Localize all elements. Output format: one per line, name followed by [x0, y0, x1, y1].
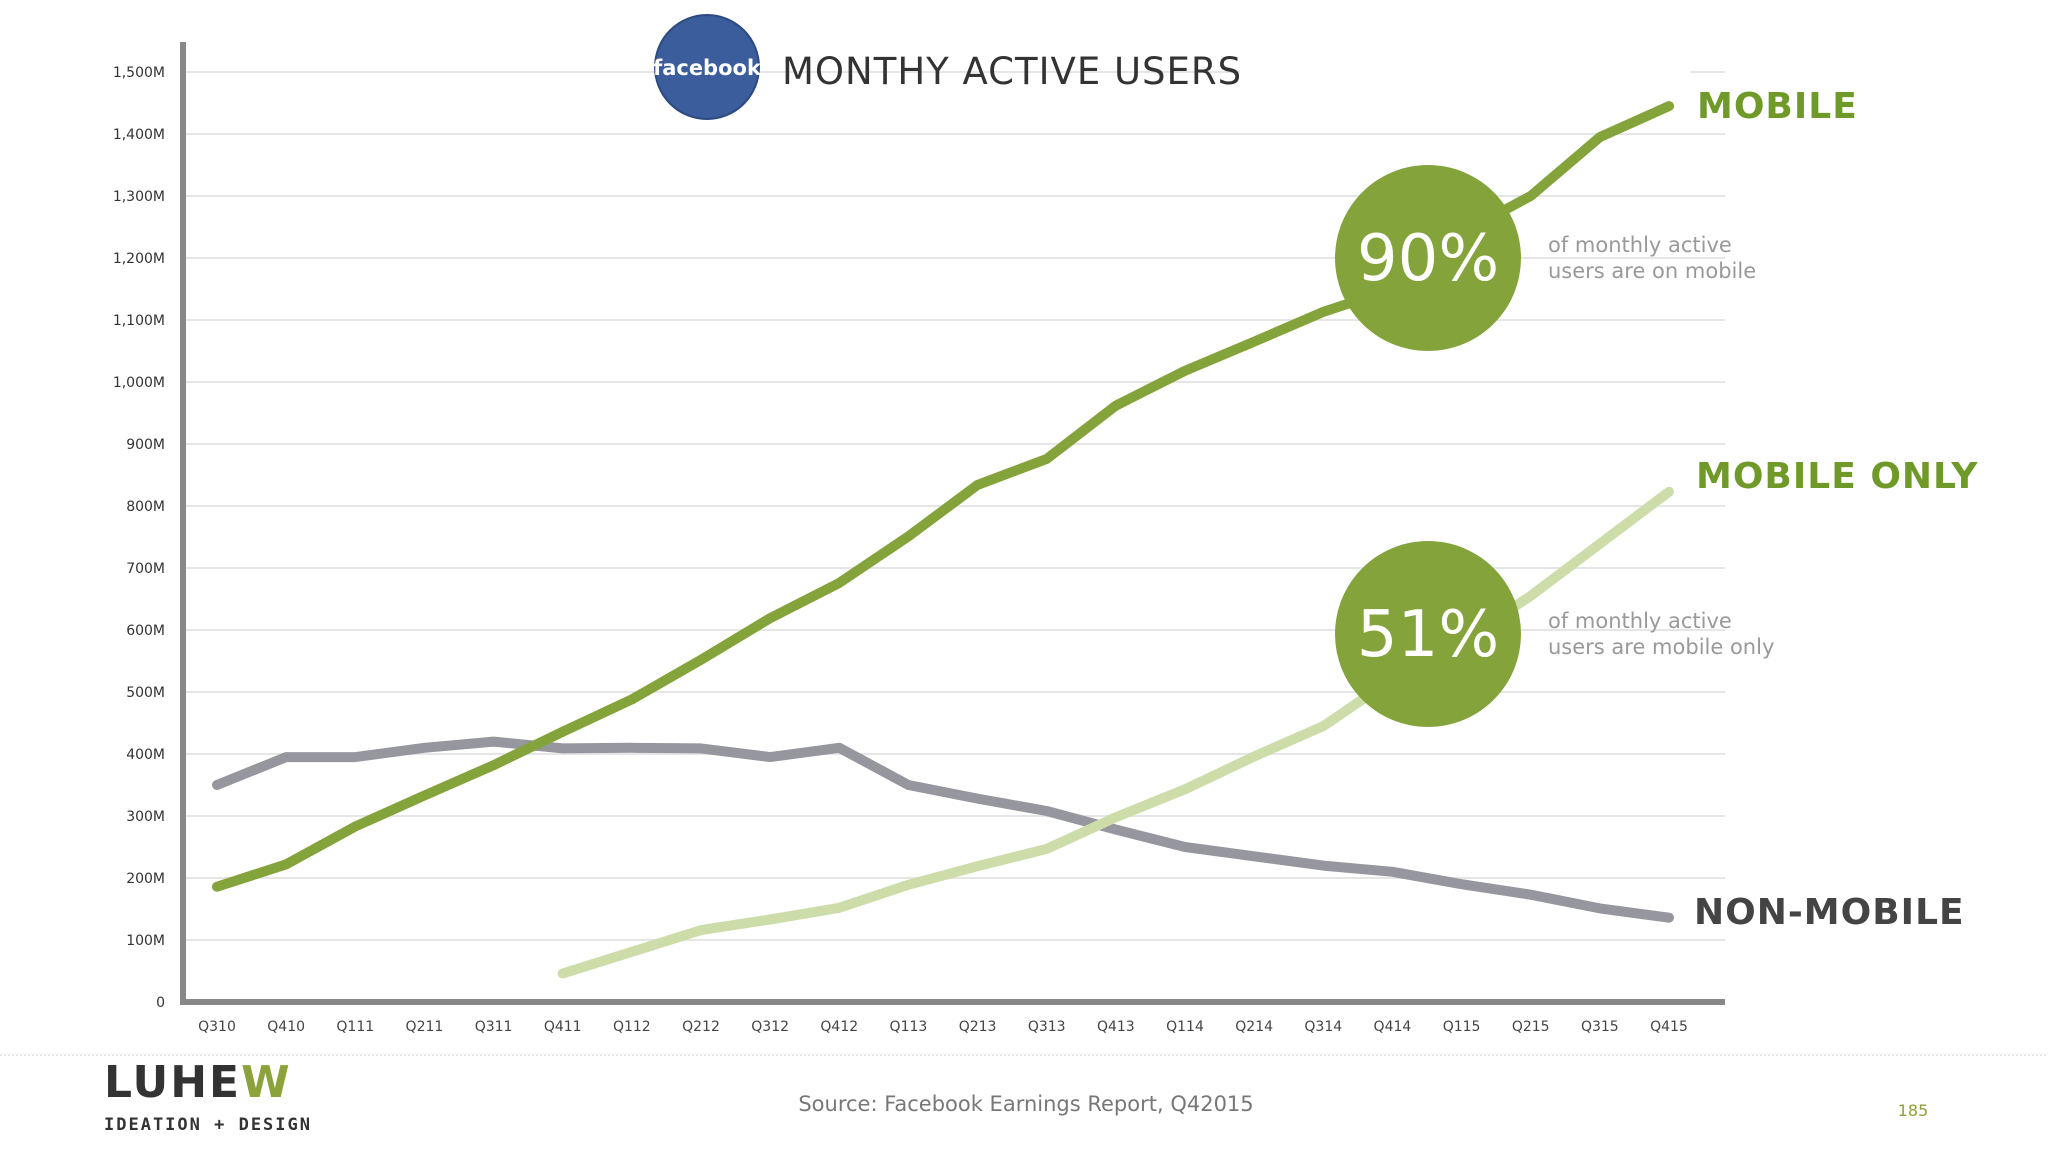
- y-tick-label: 500M: [126, 685, 165, 701]
- y-tick-label: 100M: [126, 933, 165, 949]
- x-tick-label: Q113: [890, 1019, 928, 1035]
- x-tick-label: Q114: [1166, 1019, 1204, 1035]
- callout-note-line1: of monthly active: [1548, 233, 1732, 257]
- series-label-mobile: MOBILE: [1697, 86, 1858, 127]
- callout-note-line2: users are mobile only: [1548, 635, 1774, 659]
- x-tick-label: Q314: [1304, 1019, 1342, 1035]
- y-tick-label: 1,300M: [113, 189, 165, 205]
- x-tick-label: Q411: [544, 1019, 582, 1035]
- x-tick-label: Q212: [682, 1019, 720, 1035]
- x-tick-label: Q415: [1650, 1019, 1688, 1035]
- x-tick-label: Q414: [1374, 1019, 1412, 1035]
- series-line-non-mobile: [212, 736, 1674, 923]
- series-label-mobile-only: MOBILE ONLY: [1696, 456, 1978, 497]
- callout-mobile-only: 51% of monthly active users are mobile o…: [1335, 541, 1774, 727]
- callout-value: 90%: [1357, 222, 1499, 296]
- y-tick-label: 1,100M: [113, 313, 165, 329]
- y-tick-label: 400M: [126, 747, 165, 763]
- y-tick-label: 1,500M: [113, 65, 165, 81]
- x-tick-label: Q111: [336, 1019, 374, 1035]
- callout-note-line1: of monthly active: [1548, 609, 1732, 633]
- logo-tagline: IDEATION + DESIGN: [104, 1115, 312, 1135]
- chart-title-group: facebook MONTHY ACTIVE USERS: [653, 14, 1690, 120]
- series-label-non-mobile: NON-MOBILE: [1694, 892, 1965, 933]
- x-tick-label: Q311: [475, 1019, 513, 1035]
- x-tick-label: Q315: [1581, 1019, 1619, 1035]
- x-tick-label: Q215: [1512, 1019, 1550, 1035]
- x-tick-label: Q313: [1028, 1019, 1066, 1035]
- y-tick-label: 1,400M: [113, 127, 165, 143]
- y-tick-label: 900M: [126, 437, 165, 453]
- x-tick-label: Q310: [198, 1019, 236, 1035]
- y-tick-label: 600M: [126, 623, 165, 639]
- y-tick-label: 0: [156, 995, 165, 1011]
- y-tick-label: 700M: [126, 561, 165, 577]
- y-tick-label: 200M: [126, 871, 165, 887]
- x-tick-label: Q312: [751, 1019, 789, 1035]
- x-tick-label: Q112: [613, 1019, 651, 1035]
- x-tick-label: Q115: [1443, 1019, 1481, 1035]
- callout-mobile: 90% of monthly active users are on mobil…: [1335, 165, 1756, 351]
- x-tick-label: Q213: [959, 1019, 997, 1035]
- page-number: 185: [1898, 1101, 1929, 1120]
- source-note: Source: Facebook Earnings Report, Q42015: [798, 1092, 1253, 1116]
- footer-logo: LUHEW IDEATION + DESIGN: [104, 1057, 312, 1135]
- y-tick-label: 1,200M: [113, 251, 165, 267]
- callout-value: 51%: [1357, 598, 1499, 672]
- y-tick-label: 800M: [126, 499, 165, 515]
- chart-title: MONTHY ACTIVE USERS: [782, 50, 1242, 93]
- x-tick-label: Q413: [1097, 1019, 1135, 1035]
- y-tick-label: 300M: [126, 809, 165, 825]
- y-tick-label: 1,000M: [113, 375, 165, 391]
- facebook-logo-text: facebook: [653, 56, 762, 80]
- callout-note-line2: users are on mobile: [1548, 259, 1756, 283]
- x-tick-label: Q412: [820, 1019, 858, 1035]
- x-tick-label: Q214: [1235, 1019, 1273, 1035]
- logo-wordmark: LUHEW: [104, 1057, 292, 1108]
- x-tick-label: Q211: [406, 1019, 444, 1035]
- facebook-logo-icon: [654, 14, 760, 120]
- x-tick-label: Q410: [267, 1019, 305, 1035]
- x-axis-ticks: Q310 Q410 Q111 Q211 Q311 Q411 Q112 Q212 Q312 Q412…: [198, 1019, 1688, 1035]
- series-line-mobile-only: [557, 486, 1674, 979]
- callout-circle: [1335, 541, 1521, 727]
- callout-circle: [1335, 165, 1521, 351]
- y-axis-ticks: 0 100M 200M 300M 400M 500M 600M 700M 800M 900M 1,0…: [113, 65, 165, 1011]
